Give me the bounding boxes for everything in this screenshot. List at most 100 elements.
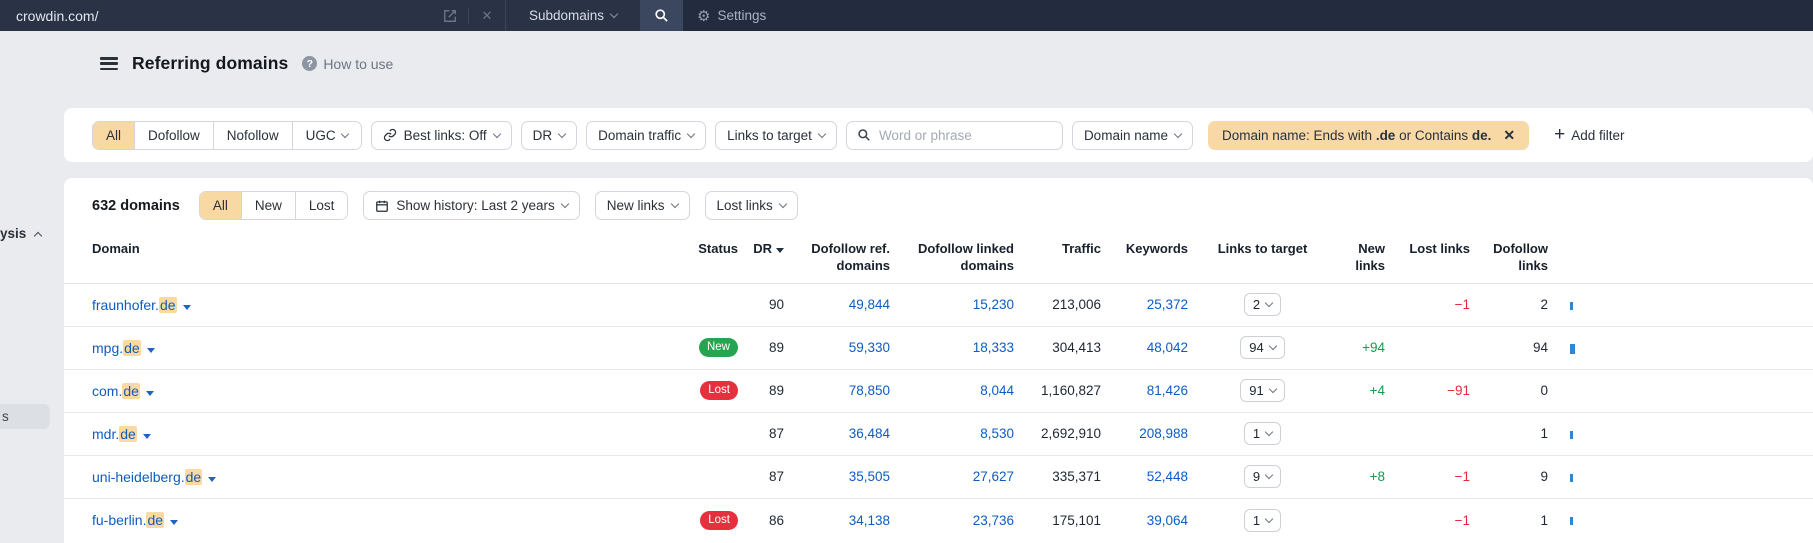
col-status[interactable]: Status [660,232,748,284]
keywords-link[interactable]: 81,426 [1146,383,1188,399]
tab-ugc[interactable]: UGC [291,121,361,149]
dofollow-ref-link[interactable]: 78,850 [848,383,890,399]
tab-all[interactable]: All [199,192,241,219]
best-links-filter[interactable]: Best links: Off [370,120,512,150]
dofollow-ref-link[interactable]: 36,484 [848,426,890,442]
links-to-target-select[interactable]: 9 [1243,465,1282,489]
table-row: fraunhofer.de 90 49,844 15,230 213,006 2… [64,282,1813,327]
dofollow-linked-link[interactable]: 15,230 [972,297,1014,313]
traffic-value: 2,692,910 [1024,411,1111,456]
dr-value: 87 [748,411,794,456]
search-button[interactable] [640,0,683,31]
close-icon[interactable] [479,8,495,24]
chevron-down-icon [1173,129,1183,138]
keywords-link[interactable]: 25,372 [1146,297,1188,313]
add-filter-button[interactable]: Add filter [1554,128,1624,143]
lost-links-dropdown[interactable]: Lost links [704,191,798,220]
domain-link[interactable]: uni-heidelberg.de [92,468,203,485]
keywords-link[interactable]: 52,448 [1146,469,1188,485]
tab-lost[interactable]: Lost [294,192,348,219]
chevron-down-icon[interactable] [145,390,154,396]
chevron-down-icon [817,129,827,138]
chevron-down-icon [1264,299,1274,308]
how-to-use-link[interactable]: How to use [302,56,393,72]
dr-filter[interactable]: DR [520,120,578,150]
tab-nofollow[interactable]: Nofollow [212,121,292,149]
domain-link[interactable]: com.de [92,382,140,399]
chevron-down-icon [492,129,501,138]
links-to-target-select[interactable]: 94 [1240,336,1285,360]
domain-name-filter[interactable]: Domain name [1071,120,1193,150]
col-domain[interactable]: Domain [64,232,660,284]
dofollow-linked-link[interactable]: 8,530 [980,426,1014,442]
chevron-down-icon[interactable] [170,520,179,526]
domain-link[interactable]: mdr.de [92,425,137,442]
links-to-target-select[interactable]: 91 [1240,379,1285,403]
keywords-link[interactable]: 48,042 [1146,340,1188,356]
external-link-icon[interactable] [442,8,458,24]
show-history-dropdown[interactable]: Show history: Last 2 years [363,191,580,220]
chevron-down-icon [1264,514,1274,523]
referring-domains-table: Domain Status DR Dofollow ref. domains D… [64,232,1813,542]
col-dr[interactable]: DR [748,232,794,284]
divider [468,7,469,24]
word-or-phrase-search[interactable] [845,120,1063,150]
tab-all-links[interactable]: All [93,121,135,149]
chevron-down-icon[interactable] [182,304,191,310]
dofollow-linked-link[interactable]: 18,333 [972,340,1014,356]
keywords-link[interactable]: 39,064 [1146,512,1188,528]
new-links-dropdown[interactable]: New links [594,191,690,220]
table-row: uni-heidelberg.de 87 35,505 27,627 335,3… [64,454,1813,499]
dofollow-ref-link[interactable]: 59,330 [848,340,890,356]
links-to-target-filter[interactable]: Links to target [715,120,837,150]
tab-new[interactable]: New [240,192,295,219]
links-to-target-select[interactable]: 1 [1243,508,1282,532]
dofollow-ref-link[interactable]: 35,505 [848,469,890,485]
page-header: Referring domains How to use [0,31,1813,88]
tab-dofollow[interactable]: Dofollow [134,121,213,149]
col-links-to-target[interactable]: Links to target [1198,232,1327,284]
sidebar-collapsed-section[interactable]: ysis [0,226,43,241]
chevron-down-icon [1268,385,1277,394]
dofollow-ref-link[interactable]: 49,844 [848,297,890,313]
col-dofollow-ref[interactable]: Dofollow ref. domains [794,232,900,284]
target-url-field[interactable] [0,0,505,31]
col-keywords[interactable]: Keywords [1111,232,1198,284]
active-filter-chip: Domain name: Ends with .de or Contains d… [1207,120,1530,150]
target-url-input[interactable] [16,7,442,24]
col-dofollow-linked[interactable]: Dofollow linked domains [900,232,1024,284]
chevron-down-icon[interactable] [142,433,151,439]
word-or-phrase-input[interactable] [878,127,1052,143]
dofollow-links-bar [1570,473,1573,482]
search-icon [655,9,668,22]
chevron-down-icon[interactable] [208,476,217,482]
dofollow-linked-link[interactable]: 23,736 [972,512,1014,528]
domain-link[interactable]: fraunhofer.de [92,296,177,313]
domain-link[interactable]: fu-berlin.de [92,512,165,529]
keywords-link[interactable]: 208,988 [1139,426,1188,442]
domain-link[interactable]: mpg.de [92,339,141,356]
col-new-links[interactable]: New links [1327,232,1395,284]
domain-traffic-filter[interactable]: Domain traffic [586,120,707,150]
col-traffic[interactable]: Traffic [1024,232,1111,284]
settings-button[interactable]: Settings [697,0,766,31]
col-lost-links[interactable]: Lost links [1395,232,1480,284]
chevron-down-icon [557,129,567,138]
status-badge: New [698,338,738,358]
links-to-target-select[interactable]: 2 [1243,293,1282,317]
dofollow-links-value: 9 [1480,454,1558,499]
col-dofollow-links[interactable]: Dofollow links [1480,232,1558,284]
new-links-value [1327,411,1395,456]
scope-label: Subdomains [528,8,605,23]
dofollow-linked-link[interactable]: 27,627 [972,469,1014,485]
remove-filter-icon[interactable] [1501,127,1517,144]
scope-dropdown[interactable]: Subdomains [505,0,640,31]
links-to-target-select[interactable]: 1 [1243,422,1282,446]
chevron-down-icon[interactable] [146,347,155,353]
dofollow-linked-link[interactable]: 8,044 [980,383,1014,399]
sidebar-item[interactable]: s [0,404,50,429]
dofollow-ref-link[interactable]: 34,138 [848,512,890,528]
help-icon [302,56,318,71]
menu-icon[interactable] [100,57,118,70]
lost-links-value: −1 [1395,497,1480,542]
